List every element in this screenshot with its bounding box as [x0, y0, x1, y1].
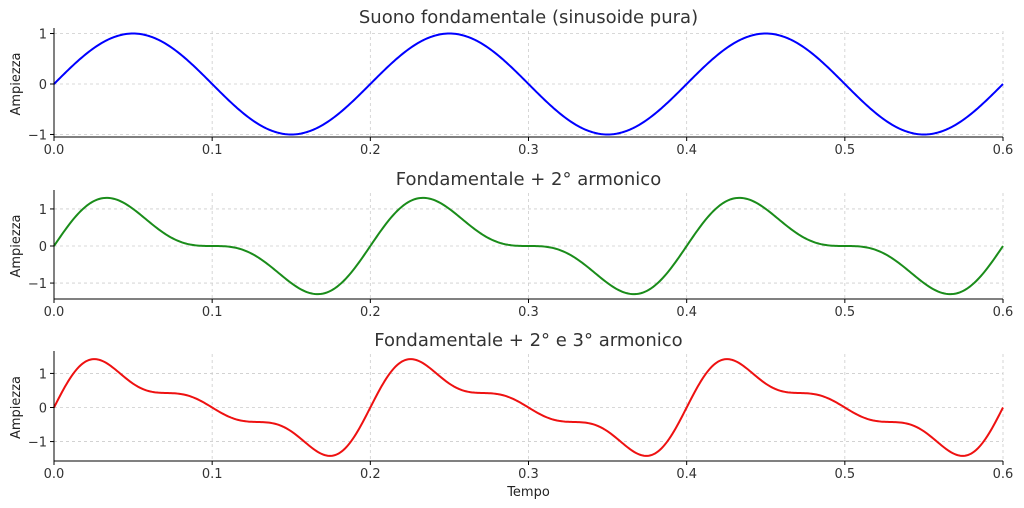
y-tick-label: 0: [39, 402, 47, 417]
y-axis-label: Ampiezza: [9, 376, 24, 439]
y-tick-label: −1: [28, 436, 47, 451]
chart-title: Fondamentale + 2° armonico: [396, 169, 661, 190]
chart-panel-2: 0.0 0.1 0.2 0.3 0.4 0.5 0.6 −1 0 1 Fondamentale + …: [9, 169, 1013, 320]
x-tick-label: 0.3: [518, 305, 539, 320]
y-tick-label: −1: [28, 128, 47, 143]
series-line-3: [53, 358, 1004, 457]
x-tick-label: 0.1: [202, 305, 223, 320]
y-axis-label: Ampiezza: [9, 52, 24, 115]
y-tick-label: 0: [39, 78, 47, 93]
series-line-2: [53, 196, 1004, 296]
x-tick-label: 0.4: [676, 143, 697, 158]
y-tick-label: 1: [39, 28, 47, 43]
chart-panel-3: 0.0 0.1 0.2 0.3 0.4 0.5 0.6 −1 0 1 Fondamentale + …: [9, 330, 1013, 500]
chart-title: Fondamentale + 2° e 3° armonico: [374, 330, 682, 351]
y-tick-label: 0: [39, 240, 47, 255]
x-tick-label: 0.6: [993, 143, 1014, 158]
x-tick-label: 0.3: [518, 467, 539, 482]
x-tick-label: 0.5: [834, 467, 855, 482]
x-tick-label: 0.4: [676, 467, 697, 482]
x-tick-label: 0.6: [993, 467, 1014, 482]
x-tick-label: 0.1: [202, 143, 223, 158]
x-tick-label: 0.1: [202, 467, 223, 482]
x-tick-label: 0.2: [360, 305, 381, 320]
chart-panel-1: 0.0 0.1 0.2 0.3 0.4 0.5 0.6 −1 0 1 Suono fondament…: [9, 7, 1013, 158]
x-tick-label: 0.5: [834, 143, 855, 158]
x-tick-label: 0.6: [993, 305, 1014, 320]
y-tick-label: −1: [28, 277, 47, 292]
series-line-1: [53, 32, 1004, 136]
y-tick-label: 1: [39, 203, 47, 218]
x-tick-label: 0.2: [360, 467, 381, 482]
x-axis-label: Tempo: [506, 485, 550, 500]
y-tick-label: 1: [39, 367, 47, 382]
x-tick-label: 0.0: [44, 305, 65, 320]
y-axis-label: Ampiezza: [9, 214, 24, 277]
x-tick-label: 0.2: [360, 143, 381, 158]
x-tick-label: 0.4: [676, 305, 697, 320]
x-tick-label: 0.5: [834, 305, 855, 320]
x-tick-label: 0.0: [44, 143, 65, 158]
x-tick-label: 0.3: [518, 143, 539, 158]
x-tick-label: 0.0: [44, 467, 65, 482]
chart-title: Suono fondamentale (sinusoide pura): [359, 7, 698, 28]
